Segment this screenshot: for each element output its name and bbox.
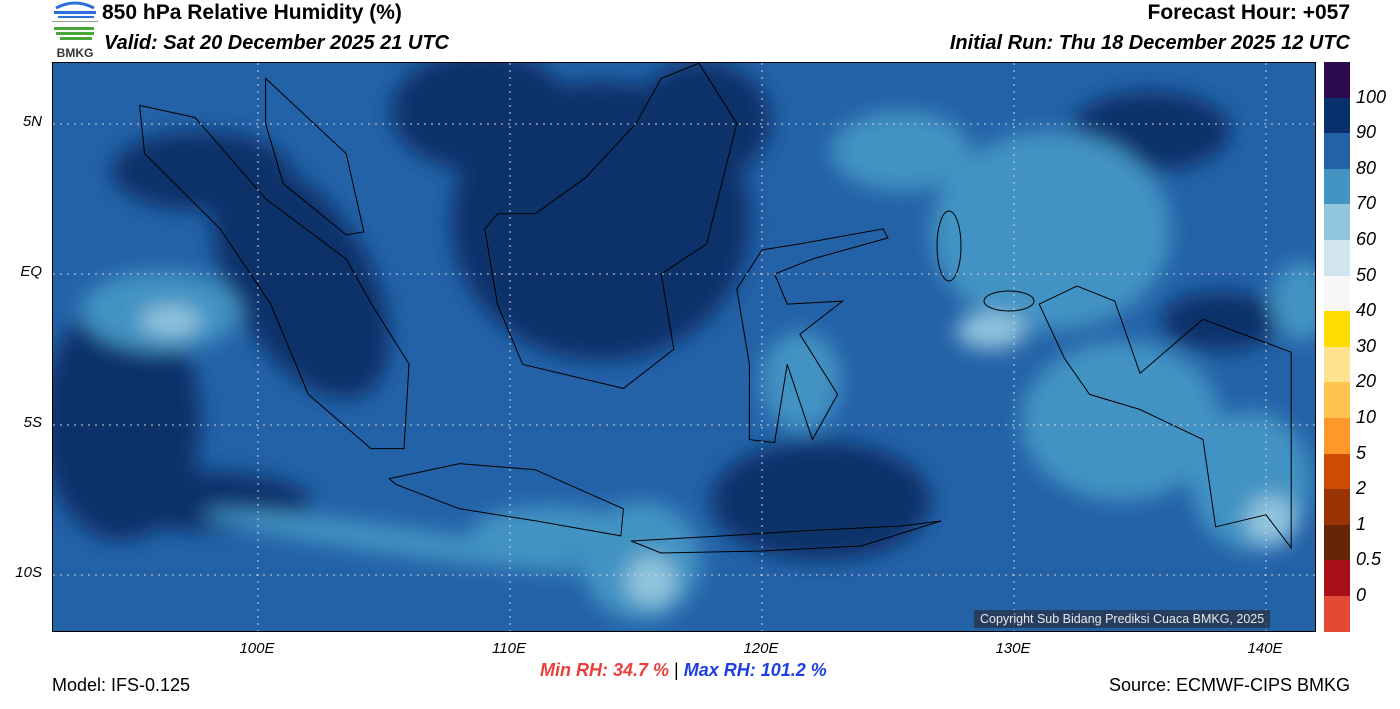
colorbar-bin — [1324, 311, 1350, 347]
colorbar-bin — [1324, 97, 1350, 134]
rh-extremes: Min RH: 34.7 % | Max RH: 101.2 % — [540, 660, 827, 681]
colorbar-label: 40 — [1356, 300, 1377, 321]
colorbar-label: 10 — [1356, 407, 1377, 427]
colorbar-label: 1 — [1356, 513, 1367, 534]
colorbar-bin — [1324, 524, 1350, 561]
colorbar-label: 60 — [1356, 229, 1377, 249]
bmkg-logo: BMKG — [50, 0, 100, 60]
colorbar-label: 70 — [1356, 193, 1377, 214]
lon-label: 140E — [1247, 640, 1283, 657]
colorbar-label: 100 — [1356, 86, 1387, 107]
colorbar-bin — [1324, 453, 1350, 490]
colorbar-label: 2 — [1356, 478, 1367, 499]
forecast-hour: Forecast Hour: +057 — [1147, 1, 1351, 24]
colorbar-label: 50 — [1356, 264, 1377, 285]
colorbar-bin — [1324, 62, 1350, 98]
colorbar-label: 0 — [1356, 585, 1367, 605]
chart-title: 850 hPa Relative Humidity (%) — [102, 1, 402, 24]
colorbar-label: 30 — [1356, 335, 1377, 356]
colorbar-bin — [1324, 275, 1350, 312]
humidity-map — [52, 62, 1316, 632]
colorbar-bin — [1324, 204, 1350, 240]
gridlines — [53, 63, 1315, 631]
lon-label: 110E — [492, 640, 526, 657]
colorbar-label: 5 — [1356, 442, 1367, 463]
lat-label: 10S — [15, 564, 42, 581]
colorbar-bin — [1324, 595, 1350, 632]
colorbar-bin — [1324, 417, 1350, 454]
humidity-field — [53, 63, 1315, 621]
colorbar-bin — [1324, 489, 1350, 525]
separator: | — [674, 660, 679, 680]
colorbar-label: 20 — [1356, 371, 1377, 392]
source-label: Source: ECMWF-CIPS BMKG — [1108, 675, 1350, 695]
lat-label: 5S — [23, 414, 42, 431]
colorbar-label: 80 — [1356, 157, 1377, 178]
copyright-note: Copyright Sub Bidang Prediksi Cuaca BMKG… — [974, 610, 1271, 628]
model-label: Model: IFS-0.125 — [52, 675, 191, 695]
svg-text:BMKG: BMKG — [57, 46, 94, 60]
lon-label: 130E — [995, 640, 1031, 657]
initial-run: Initial Run: Thu 18 December 2025 12 UTC — [949, 32, 1350, 54]
lon-label: 120E — [743, 640, 779, 657]
colorbar-bin — [1324, 382, 1350, 418]
valid-time: Valid: Sat 20 December 2025 21 UTC — [104, 32, 449, 54]
colorbar — [1324, 62, 1350, 632]
colorbar-label: 0.5 — [1356, 549, 1382, 570]
max-rh: Max RH: 101.2 % — [683, 660, 827, 680]
lon-label: 100E — [239, 640, 275, 657]
colorbar-bin — [1324, 239, 1350, 276]
colorbar-label: 90 — [1356, 122, 1377, 143]
colorbar-bin — [1324, 346, 1350, 383]
colorbar-bin — [1324, 560, 1350, 596]
lat-label: EQ — [20, 263, 42, 280]
min-rh: Min RH: 34.7 % — [540, 660, 670, 680]
colorbar-bin — [1324, 168, 1350, 205]
lat-label: 5N — [22, 113, 42, 130]
colorbar-bin — [1324, 133, 1350, 169]
